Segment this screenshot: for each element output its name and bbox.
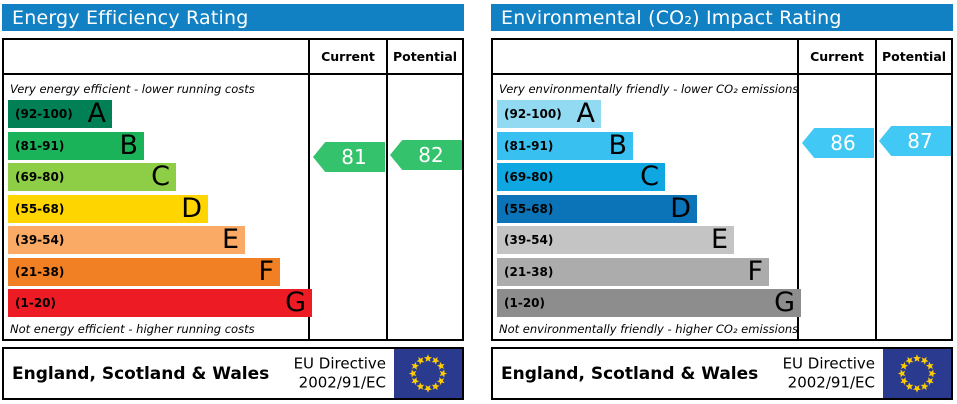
current-column-header: Current	[321, 49, 375, 64]
band-range: (55-68)	[15, 201, 65, 216]
column-divider	[875, 40, 877, 339]
band-a: (92-100) A	[8, 100, 112, 128]
band-letter: F	[258, 255, 274, 287]
current-rating-arrow: 86	[802, 128, 874, 158]
potential-rating-value: 82	[418, 143, 444, 167]
bottom-note: Not energy efficient - higher running co…	[10, 322, 255, 336]
band-letter: C	[640, 161, 659, 192]
panel-footer: England, Scotland & Wales EU Directive 2…	[491, 347, 953, 400]
band-letter: C	[151, 161, 170, 192]
band-range: (21-38)	[15, 264, 65, 279]
header-row-divider	[4, 73, 462, 75]
band-range: (55-68)	[504, 201, 554, 216]
bottom-note: Not environmentally friendly - higher CO…	[499, 322, 799, 336]
eu-directive-label: EU Directive 2002/91/EC	[293, 354, 386, 392]
band-a: (92-100) A	[497, 100, 601, 128]
band-range: (81-91)	[504, 138, 554, 153]
top-note: Very energy efficient - lower running co…	[10, 82, 255, 96]
region-label: England, Scotland & Wales	[12, 363, 270, 384]
potential-rating-arrow: 82	[390, 140, 462, 170]
band-letter: D	[670, 192, 691, 224]
column-divider	[797, 40, 799, 339]
band-range: (92-100)	[504, 107, 562, 121]
rating-table: Current Potential Very environmentally f…	[491, 38, 953, 341]
band-letter: E	[221, 224, 239, 255]
current-column-header: Current	[810, 49, 864, 64]
band-range: (1-20)	[504, 296, 545, 310]
band-f: (21-38) F	[497, 255, 769, 287]
band-letter: G	[285, 287, 306, 318]
potential-column-header: Potential	[881, 49, 947, 64]
current-rating-value: 86	[830, 131, 856, 155]
band-letter: G	[774, 287, 795, 318]
band-g: (1-20) G	[497, 289, 801, 317]
potential-rating-arrow: 87	[879, 126, 951, 156]
band-range: (39-54)	[15, 233, 65, 247]
band-range: (92-100)	[15, 107, 73, 121]
environmental-co2-impact-rating-panel: Environmental (CO₂) Impact Rating Curren…	[489, 0, 955, 404]
band-letter: B	[119, 129, 138, 161]
current-rating-arrow: 81	[313, 142, 385, 172]
panel-footer: England, Scotland & Wales EU Directive 2…	[2, 347, 464, 400]
band-range: (39-54)	[504, 233, 554, 247]
panel-title: Environmental (CO₂) Impact Rating	[491, 4, 953, 31]
band-letter: E	[710, 224, 728, 255]
band-g: (1-20) G	[8, 289, 312, 317]
band-c: (69-80) C	[497, 163, 665, 191]
band-range: (21-38)	[504, 264, 554, 279]
band-b: (81-91) B	[497, 129, 633, 161]
band-range: (69-80)	[15, 170, 65, 184]
band-letter: A	[576, 98, 595, 129]
eu-flag-icon	[394, 349, 462, 398]
band-letter: F	[747, 255, 763, 287]
current-rating-value: 81	[341, 145, 367, 169]
band-range: (69-80)	[504, 170, 554, 184]
band-range: (81-91)	[15, 138, 65, 153]
eu-flag-stars	[897, 354, 937, 393]
band-range: (1-20)	[15, 296, 56, 310]
band-d: (55-68) D	[497, 192, 697, 224]
rating-table: Current Potential Very energy efficient …	[2, 38, 464, 341]
region-label: England, Scotland & Wales	[501, 363, 759, 384]
eu-flag-stars	[408, 354, 448, 393]
energy-efficiency-rating-panel: Energy Efficiency Rating Current Potenti…	[0, 0, 466, 404]
band-e: (39-54) E	[8, 226, 245, 254]
eu-flag-icon	[883, 349, 951, 398]
eu-directive-label: EU Directive 2002/91/EC	[782, 354, 875, 392]
column-divider	[308, 40, 310, 339]
band-letter: B	[608, 129, 627, 161]
top-note: Very environmentally friendly - lower CO…	[499, 82, 799, 96]
potential-column-header: Potential	[392, 49, 458, 64]
potential-rating-value: 87	[907, 129, 933, 153]
band-letter: D	[181, 192, 202, 224]
band-b: (81-91) B	[8, 129, 144, 161]
band-d: (55-68) D	[8, 192, 208, 224]
header-row-divider	[493, 73, 951, 75]
column-divider	[386, 40, 388, 339]
band-c: (69-80) C	[8, 163, 176, 191]
panel-title: Energy Efficiency Rating	[2, 4, 464, 31]
band-e: (39-54) E	[497, 226, 734, 254]
band-f: (21-38) F	[8, 255, 280, 287]
band-letter: A	[87, 98, 106, 129]
